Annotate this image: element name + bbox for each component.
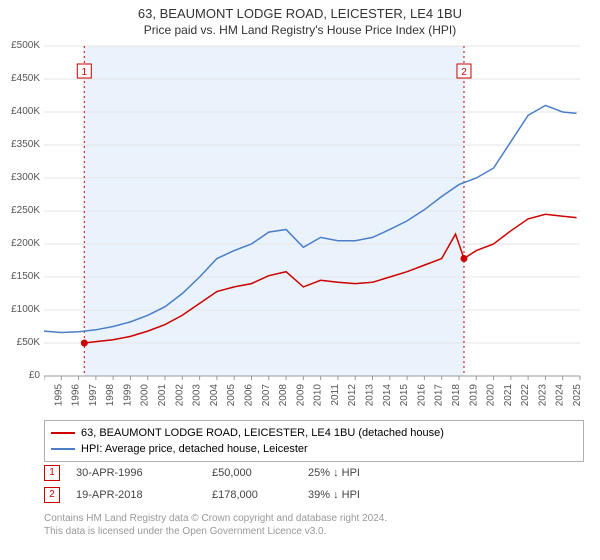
svg-text:1999: 1999 [122,384,133,407]
legend-swatch-property [51,432,75,434]
y-tick-label: £500K [0,40,40,51]
svg-text:2000: 2000 [140,384,151,407]
svg-text:2: 2 [461,67,467,78]
legend-label: HPI: Average price, detached house, Leic… [81,441,308,457]
svg-text:2024: 2024 [555,384,566,407]
sale-price: £178,000 [212,484,292,506]
sale-date: 30-APR-1996 [76,462,196,484]
sale-price: £50,000 [212,462,292,484]
svg-text:1998: 1998 [105,384,116,407]
svg-text:2025: 2025 [572,384,583,407]
y-tick-label: £200K [0,238,40,249]
legend-row: HPI: Average price, detached house, Leic… [51,441,577,457]
legend-label: 63, BEAUMONT LODGE ROAD, LEICESTER, LE4 … [81,425,444,441]
sales-table: 1 30-APR-1996 £50,000 25% ↓ HPI 2 19-APR… [44,462,584,506]
footer-line: Contains HM Land Registry data © Crown c… [44,512,584,525]
svg-text:2020: 2020 [486,384,497,407]
y-tick-label: £150K [0,271,40,282]
svg-text:2021: 2021 [503,384,514,407]
sale-diff: 39% ↓ HPI [308,484,428,506]
svg-text:2012: 2012 [347,384,358,407]
sale-marker-icon: 2 [44,487,60,503]
legend-swatch-hpi [51,448,75,450]
svg-text:2011: 2011 [330,384,341,406]
svg-text:2004: 2004 [209,384,220,407]
footer-attribution: Contains HM Land Registry data © Crown c… [44,512,584,538]
svg-text:1995: 1995 [53,384,64,407]
svg-text:2008: 2008 [278,384,289,407]
svg-text:2009: 2009 [295,384,306,407]
y-tick-label: £350K [0,139,40,150]
svg-text:2019: 2019 [468,384,479,407]
svg-text:2010: 2010 [313,384,324,407]
svg-text:2015: 2015 [399,384,410,407]
svg-text:2006: 2006 [243,384,254,407]
y-tick-label: £100K [0,304,40,315]
svg-text:1996: 1996 [71,384,82,407]
svg-text:2016: 2016 [416,384,427,407]
svg-text:2023: 2023 [537,384,548,407]
chart-title: 63, BEAUMONT LODGE ROAD, LEICESTER, LE4 … [0,0,600,21]
chart-plot-area: 1994 1995 1996 1997 1998 1999 2000 2001 2002 2003… [44,42,584,412]
footer-line: This data is licensed under the Open Gov… [44,525,584,538]
svg-text:2007: 2007 [261,384,272,407]
svg-text:2005: 2005 [226,384,237,407]
svg-text:2001: 2001 [157,384,168,407]
y-tick-label: £50K [0,337,40,348]
y-tick-label: £400K [0,106,40,117]
y-tick-label: £450K [0,73,40,84]
chart-subtitle: Price paid vs. HM Land Registry's House … [0,21,600,41]
chart-svg: 1994 1995 1996 1997 1998 1999 2000 2001 2002 2003… [44,42,584,412]
y-tick-label: £0 [0,370,40,381]
sale-diff: 25% ↓ HPI [308,462,428,484]
svg-text:2013: 2013 [365,384,376,407]
svg-text:1: 1 [82,67,88,78]
svg-text:2017: 2017 [434,384,445,407]
sale-row: 2 19-APR-2018 £178,000 39% ↓ HPI [44,484,584,506]
sale-marker-icon: 1 [44,465,60,481]
svg-text:2002: 2002 [174,384,185,407]
legend-row: 63, BEAUMONT LODGE ROAD, LEICESTER, LE4 … [51,425,577,441]
svg-text:2003: 2003 [192,384,203,407]
svg-text:1997: 1997 [88,384,99,407]
y-tick-label: £300K [0,172,40,183]
svg-text:2018: 2018 [451,384,462,407]
sale-row: 1 30-APR-1996 £50,000 25% ↓ HPI [44,462,584,484]
svg-text:2014: 2014 [382,384,393,407]
svg-text:1994: 1994 [44,384,47,407]
svg-text:2022: 2022 [520,384,531,407]
sale-date: 19-APR-2018 [76,484,196,506]
legend-box: 63, BEAUMONT LODGE ROAD, LEICESTER, LE4 … [44,420,584,462]
y-tick-label: £250K [0,205,40,216]
